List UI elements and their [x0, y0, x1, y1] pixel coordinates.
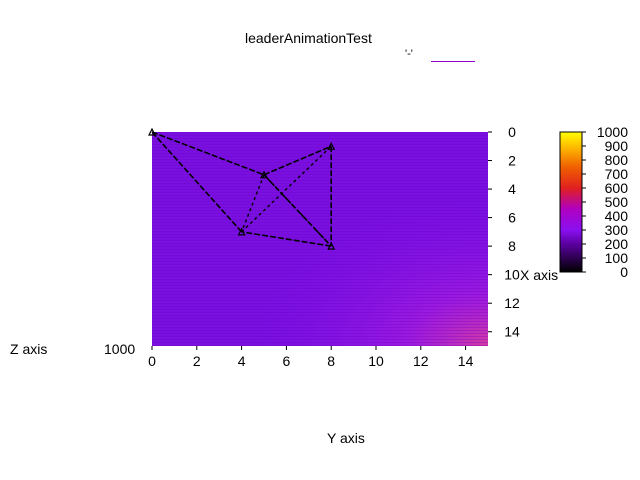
y-tick-label: 6	[508, 210, 516, 226]
data-point	[327, 141, 336, 150]
colorbar-tick-label: 100	[605, 250, 629, 266]
z-axis-tick: 1000	[104, 341, 136, 357]
y-tick-label: 14	[504, 324, 520, 340]
colorbar-tick-label: 900	[605, 138, 629, 154]
y-tick-label: 4	[508, 181, 516, 197]
dashed-segment	[241, 145, 332, 233]
x-tick-label: 4	[238, 353, 246, 369]
y-axis-label: X axis	[520, 267, 559, 283]
x-tick-label: 8	[327, 353, 335, 369]
colorbar-tick-label: 600	[605, 180, 629, 196]
y-axis-ticks: 0 2 4 6 8 10 12 14	[488, 124, 520, 340]
path-segment	[241, 231, 332, 247]
dashed-segment	[240, 174, 265, 233]
colorbar	[559, 131, 583, 273]
x-axis-label: Y axis	[327, 430, 365, 446]
path-segment	[263, 145, 332, 176]
colorbar-tick-label: 800	[605, 152, 629, 168]
legend-line	[431, 61, 475, 62]
heatmap-surface	[152, 132, 488, 346]
y-tick-label: 8	[508, 238, 516, 254]
x-axis-ticks: 0 2 4 6 8 10 12 14	[148, 346, 474, 369]
data-point	[148, 127, 156, 136]
chart-title: leaderAnimationTest	[245, 30, 372, 46]
y-tick-label: 10	[504, 267, 520, 283]
x-tick-label: 10	[368, 353, 384, 369]
x-tick-label: 0	[148, 353, 156, 369]
x-tick-label: 6	[283, 353, 291, 369]
y-tick-label: 2	[508, 153, 516, 169]
x-tick-label: 14	[458, 353, 474, 369]
data-point	[237, 227, 246, 236]
x-tick-label: 2	[193, 353, 201, 369]
y-tick-label: 12	[504, 295, 520, 311]
colorbar-tick-label: 300	[605, 222, 629, 238]
z-axis-label: Z axis	[10, 341, 48, 357]
colorbar-tick-label: 200	[605, 236, 629, 252]
path-segment	[151, 131, 265, 176]
data-lines	[148, 127, 336, 250]
heatmap-grid-texture	[152, 132, 488, 346]
y-tick-label: 0	[508, 124, 516, 140]
colorbar-tick-label: 400	[605, 208, 629, 224]
path-segment	[151, 131, 243, 233]
data-point	[327, 241, 336, 250]
legend-label: '-'	[405, 48, 413, 60]
colorbar-tick-label: 700	[605, 166, 629, 182]
colorbar-tick-label: 500	[605, 194, 629, 210]
dashed-segment	[263, 174, 332, 247]
x-tick-label: 12	[413, 353, 429, 369]
colorbar-tick-label: 0	[620, 264, 628, 280]
colorbar-tick-label: 1000	[597, 124, 628, 140]
data-point	[260, 170, 268, 179]
